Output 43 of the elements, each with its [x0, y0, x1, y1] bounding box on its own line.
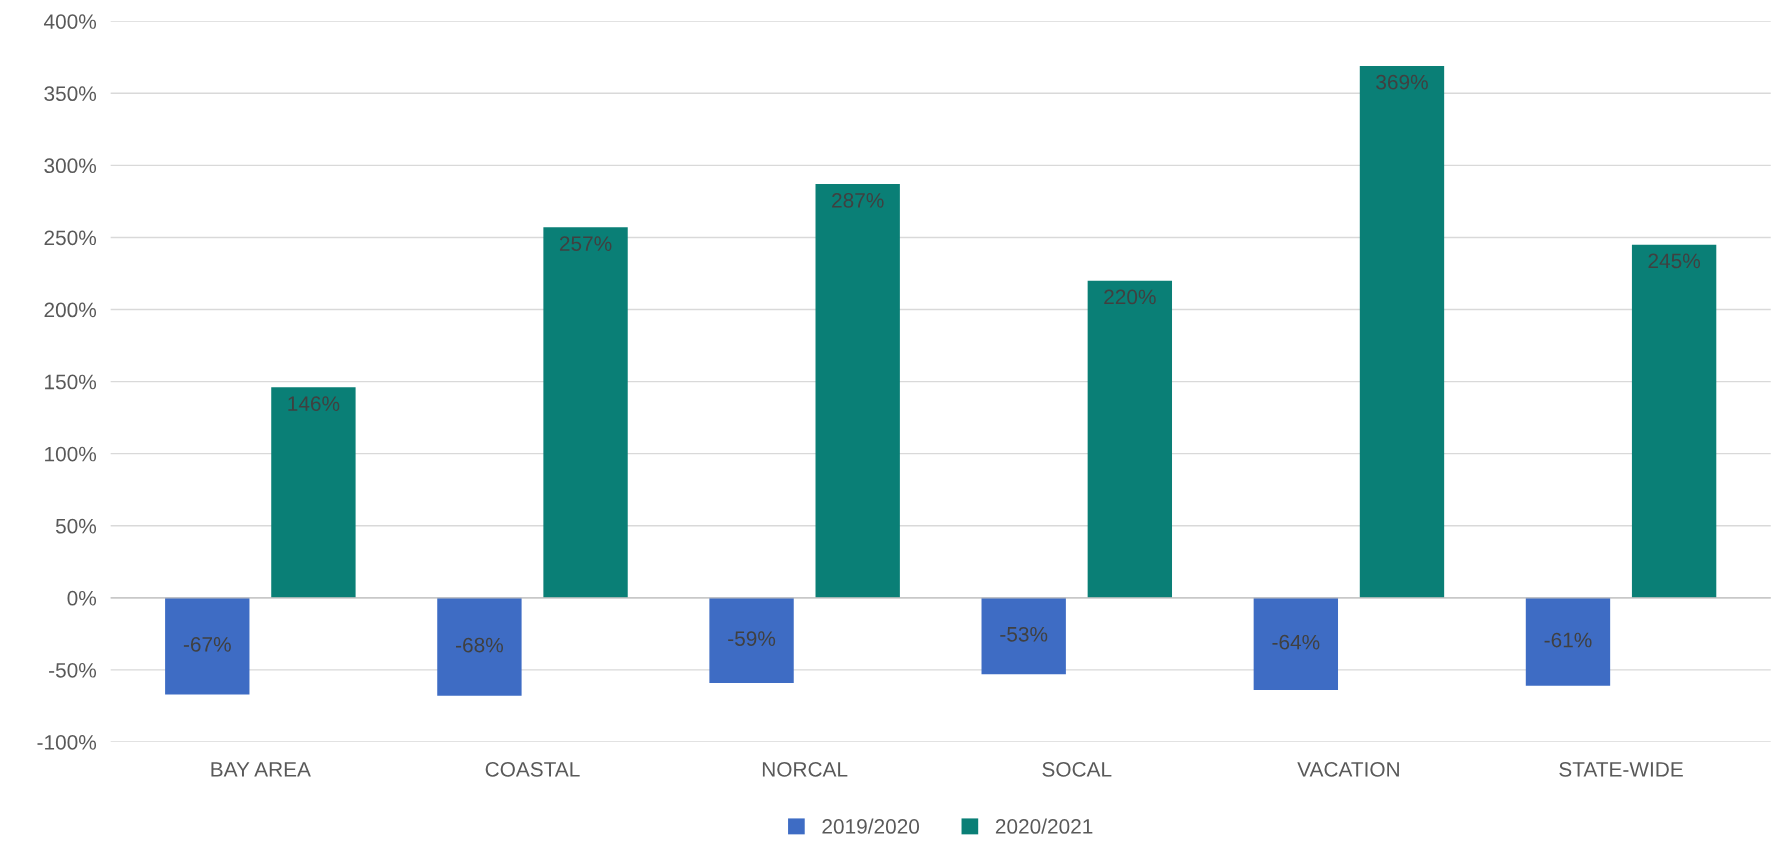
bar — [165, 597, 250, 695]
bar — [1359, 65, 1445, 598]
data-label: 220% — [1104, 289, 1156, 305]
legend-label: 2020/2021 — [995, 818, 1093, 834]
data-label: 257% — [559, 236, 612, 251]
y-tick-label: 400% — [43, 14, 97, 29]
bar — [1087, 280, 1173, 598]
x-tick-label: VACATION — [1297, 761, 1399, 777]
data-label: -68% — [456, 637, 503, 653]
data-label: -61% — [1544, 632, 1592, 648]
bar — [1631, 244, 1717, 598]
x-tick-label: COASTAL — [485, 761, 580, 777]
bar — [543, 227, 628, 598]
data-label: 369% — [1376, 74, 1428, 90]
x-tick-label: BAY AREA — [211, 762, 311, 777]
y-tick-label: 300% — [44, 158, 97, 174]
bar — [709, 597, 794, 683]
y-tick-label: 250% — [44, 230, 97, 246]
data-label: -53% — [1000, 626, 1048, 642]
bar — [271, 387, 356, 598]
data-label: 245% — [1648, 253, 1701, 269]
x-tick-label: NORCAL — [762, 761, 848, 777]
data-label: -64% — [1272, 634, 1320, 650]
data-label: 146% — [288, 396, 340, 411]
y-tick-label: 200% — [44, 302, 97, 318]
data-label: -67% — [183, 636, 231, 652]
y-tick-label: 0% — [67, 590, 97, 606]
y-tick-label: -100% — [37, 735, 97, 750]
bar — [981, 597, 1066, 675]
y-tick-label: -50% — [49, 662, 97, 678]
data-label: 287% — [832, 192, 884, 208]
bar — [815, 184, 900, 598]
bar — [1525, 597, 1611, 686]
bar — [437, 597, 522, 696]
x-tick-label: STATE-WIDE — [1559, 761, 1683, 777]
y-tick-label: 50% — [55, 518, 97, 534]
y-tick-label: 100% — [45, 446, 97, 462]
legend-label: 2019/2020 — [822, 818, 920, 834]
y-tick-label: 150% — [45, 374, 97, 390]
x-tick-label: SOCAL — [1042, 761, 1112, 777]
bar — [1253, 597, 1339, 691]
y-tick-label: 350% — [44, 86, 97, 102]
data-label: -59% — [728, 631, 776, 646]
